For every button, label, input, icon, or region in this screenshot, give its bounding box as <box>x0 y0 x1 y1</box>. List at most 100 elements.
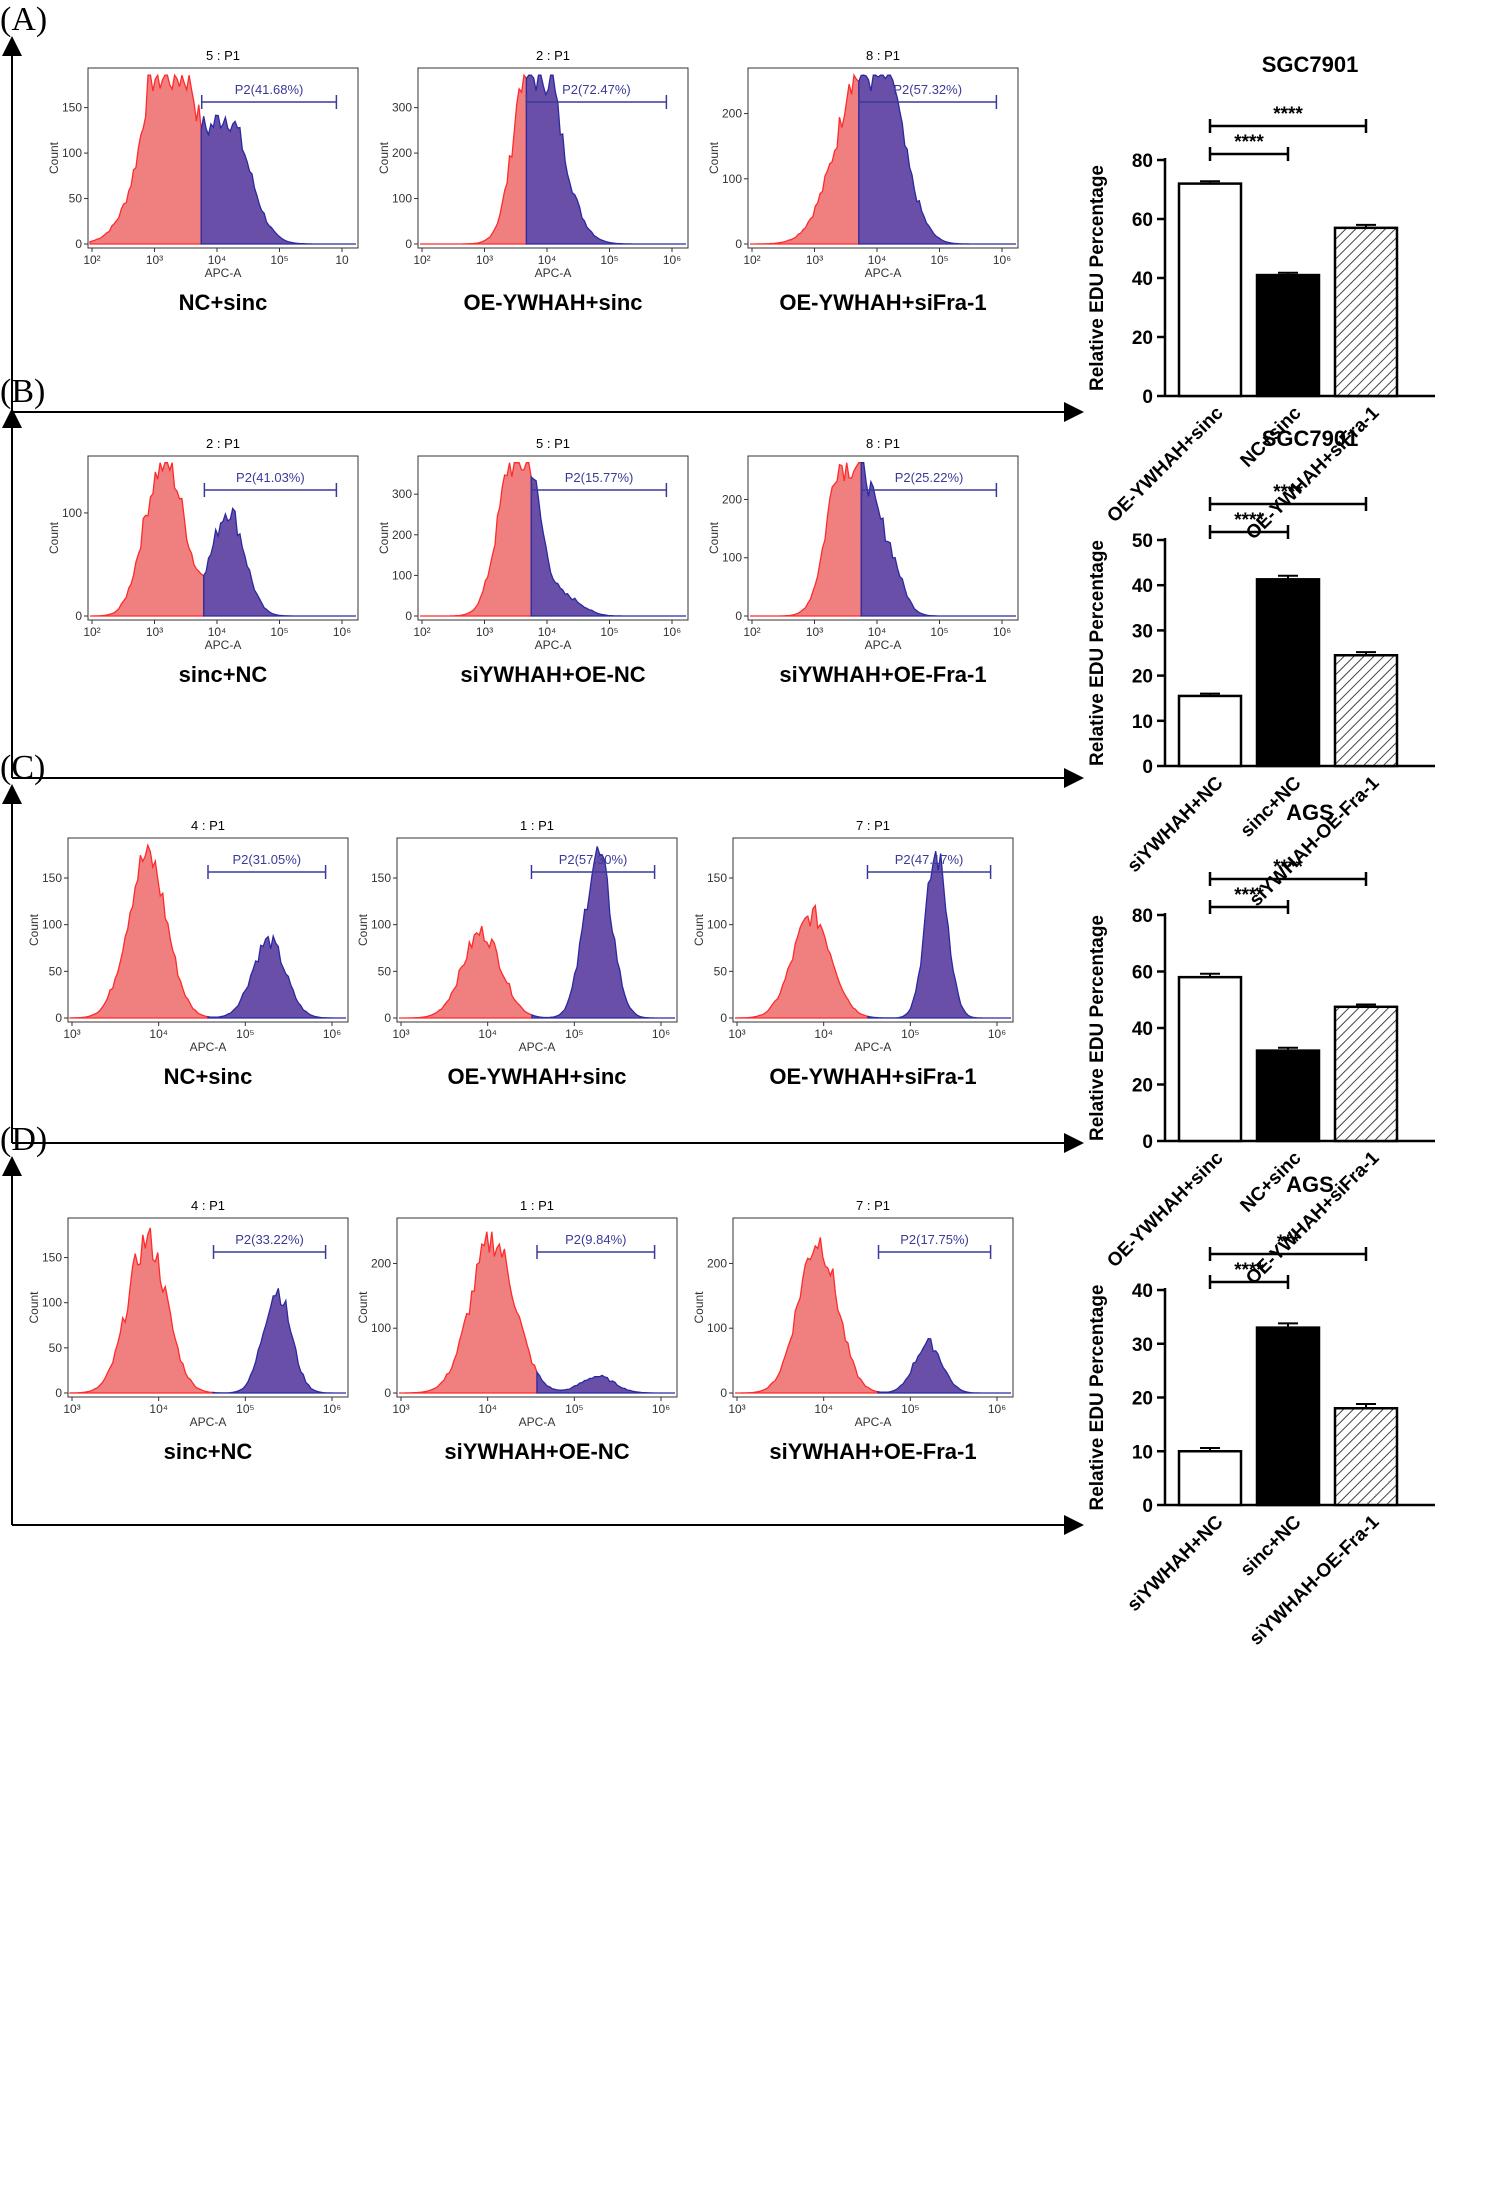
y-tick-label: 0 <box>55 1386 62 1400</box>
y-tick-label: 150 <box>42 871 62 885</box>
flow-plot: 8 : P1 P2(57.32%) 0 100 200 Count 10² 10³ 10⁴ 10⁵… <box>707 48 1019 315</box>
bar-y-tick-label: 80 <box>1132 151 1153 172</box>
bar-y-tick-label: 30 <box>1132 621 1153 642</box>
significance-label: *** <box>1277 1232 1300 1253</box>
flow-plot-id: 1 : P1 <box>520 1198 554 1213</box>
x-tick-label: 10⁴ <box>868 253 887 267</box>
bar-y-tick-label: 40 <box>1132 269 1153 290</box>
bar-2 <box>1255 1326 1321 1507</box>
bar-y-tick-label: 20 <box>1132 1389 1153 1410</box>
y-tick-label: 0 <box>384 1386 391 1400</box>
y-axis-label: Count <box>377 521 391 554</box>
gate-label: P2(57.32%) <box>893 82 962 97</box>
bar-category-label: sinc+NC <box>1237 1511 1306 1580</box>
gate-label: P2(41.68%) <box>235 82 304 97</box>
y-axis-label: Count <box>692 913 706 946</box>
bar-y-axis-label: Relative EDU Percentage <box>1087 540 1108 766</box>
x-axis-label: APC-A <box>205 266 242 280</box>
bar-y-tick-label: 0 <box>1142 387 1153 408</box>
x-tick-label: 10⁴ <box>149 1027 168 1041</box>
x-tick-label: 10² <box>413 625 430 639</box>
x-tick-label: 10⁵ <box>236 1027 254 1041</box>
bar-3 <box>1333 1005 1399 1143</box>
histogram-gated-region <box>203 507 356 617</box>
x-tick-label: 10⁴ <box>538 625 557 639</box>
bar-y-axis-label: Relative EDU Percentage <box>1087 1285 1108 1511</box>
x-tick-label: 10⁴ <box>814 1027 833 1041</box>
gate-label: P2(31.05%) <box>232 852 301 867</box>
x-tick-label: 10³ <box>146 253 163 267</box>
x-tick-label: 10⁵ <box>600 253 618 267</box>
bar-y-tick-label: 20 <box>1132 667 1153 688</box>
flow-plot: 1 : P1 P2(57.30%) 0 50 100 150 Count 10³ 10⁴ 10⁵ 1… <box>356 818 678 1089</box>
y-tick-label: 0 <box>384 1011 391 1025</box>
bar-y-axis-label: Relative EDU Percentage <box>1087 915 1108 1141</box>
x-tick-label: 10⁴ <box>149 1402 168 1416</box>
panel-label: (B) <box>0 373 45 410</box>
y-tick-label: 50 <box>714 964 728 978</box>
bar-1 <box>1177 975 1243 1143</box>
x-tick-label: 10⁴ <box>538 253 557 267</box>
bar-y-tick-label: 0 <box>1142 1496 1153 1517</box>
y-tick-label: 0 <box>75 609 82 623</box>
x-tick-label: 10³ <box>476 625 493 639</box>
condition-label: sinc+NC <box>164 1439 253 1464</box>
y-tick-label: 50 <box>378 964 392 978</box>
y-tick-label: 150 <box>371 871 391 885</box>
x-axis-label: APC-A <box>865 638 902 652</box>
y-tick-label: 100 <box>42 918 62 932</box>
bar-2 <box>1255 1049 1321 1143</box>
flow-plot-frame <box>732 1217 1014 1398</box>
histogram-red-region <box>89 73 202 245</box>
histogram-gated-region <box>860 462 1016 617</box>
y-tick-label: 100 <box>722 172 742 186</box>
bar-1 <box>1177 694 1243 768</box>
significance-label: **** <box>1234 885 1264 906</box>
condition-label: sinc+NC <box>179 662 268 687</box>
y-axis-label: Count <box>377 141 391 174</box>
x-tick-label: 10⁵ <box>901 1027 919 1041</box>
y-axis-label: Count <box>356 1291 370 1324</box>
x-axis-label: APC-A <box>519 1415 556 1429</box>
y-tick-label: 100 <box>371 918 391 932</box>
y-tick-label: 200 <box>707 1256 727 1270</box>
bar-y-tick-label: 10 <box>1132 712 1153 733</box>
x-tick-label: 10² <box>83 625 100 639</box>
condition-label: OE-YWHAH+siFra-1 <box>779 290 986 315</box>
condition-label: siYWHAH+OE-Fra-1 <box>769 1439 976 1464</box>
x-tick-label: 10² <box>743 625 760 639</box>
bar-y-tick-label: 40 <box>1132 576 1153 597</box>
histogram-red-region <box>735 1237 879 1394</box>
x-axis-label: APC-A <box>519 1040 556 1054</box>
x-tick-label: 10³ <box>806 625 823 639</box>
bar-y-tick-label: 40 <box>1132 1019 1153 1040</box>
x-tick-label: 10² <box>743 253 760 267</box>
x-tick-label: 10 <box>335 253 349 267</box>
x-tick-label: 10³ <box>392 1402 409 1416</box>
y-axis-label: Count <box>47 521 61 554</box>
flow-plot-id: 1 : P1 <box>520 818 554 833</box>
x-tick-label: 10⁴ <box>478 1027 497 1041</box>
x-tick-label: 10⁶ <box>652 1027 670 1041</box>
flow-plot: 2 : P1 P2(72.47%) 0 100 200 300 Count 10² 10³ 10⁴… <box>377 48 689 315</box>
y-tick-label: 200 <box>722 492 742 506</box>
histogram-red-region <box>90 462 205 617</box>
panel-label: (A) <box>0 1 47 38</box>
y-tick-label: 300 <box>392 101 412 115</box>
y-tick-label: 100 <box>392 192 412 206</box>
y-axis-label: Count <box>27 1291 41 1324</box>
x-tick-label: 10⁵ <box>901 1402 919 1416</box>
x-tick-label: 10⁴ <box>868 625 887 639</box>
flow-plot-id: 5 : P1 <box>536 436 570 451</box>
flow-plot-id: 4 : P1 <box>191 1198 225 1213</box>
flow-plot-frame <box>396 837 678 1023</box>
bar-category-label: siYWHAH-OE-Fra-1 <box>1246 1511 1384 1649</box>
x-tick-label: 10³ <box>63 1027 80 1041</box>
flow-plot: 4 : P1 P2(33.22%) 0 50 100 150 Count 10³ 10⁴ 10⁵ 1… <box>27 1198 349 1464</box>
gate-label: P2(17.75%) <box>900 1232 969 1247</box>
histogram-red-region <box>750 73 860 245</box>
bar-3 <box>1333 226 1399 398</box>
bar-y-axis-label: Relative EDU Percentage <box>1087 165 1108 391</box>
histogram-gated-region <box>867 851 1011 1019</box>
